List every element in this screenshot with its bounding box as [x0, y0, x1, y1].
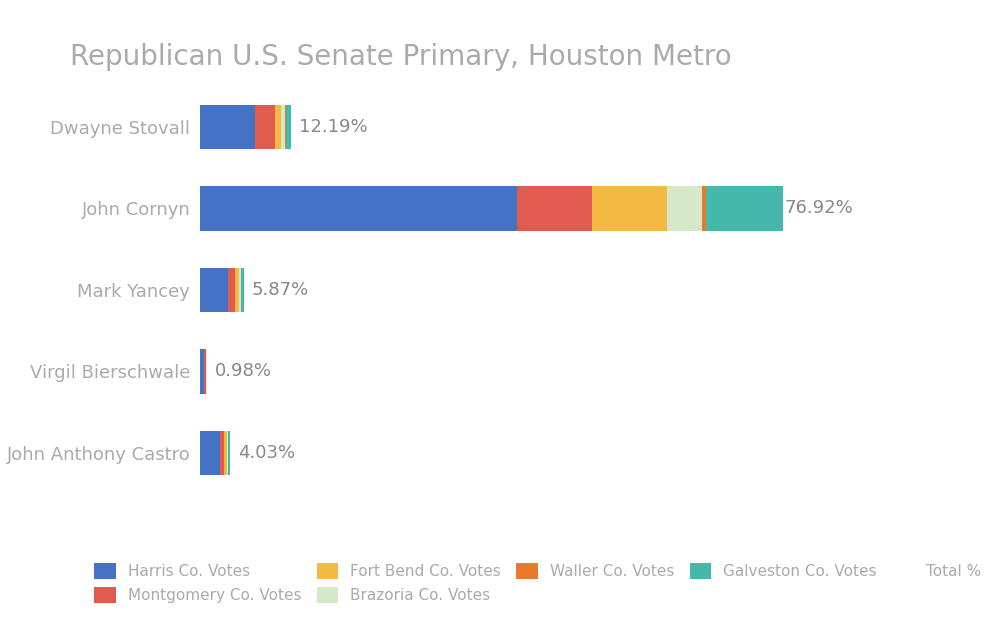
- Bar: [706, 186, 783, 231]
- Bar: [228, 268, 235, 312]
- Text: 76.92%: 76.92%: [784, 199, 853, 218]
- Bar: [200, 105, 255, 149]
- Text: Republican U.S. Senate Primary, Houston Metro: Republican U.S. Senate Primary, Houston …: [70, 43, 732, 71]
- Text: 4.03%: 4.03%: [238, 444, 295, 462]
- Bar: [227, 431, 228, 475]
- Bar: [517, 186, 592, 231]
- Bar: [224, 431, 227, 475]
- Bar: [241, 268, 244, 312]
- Bar: [204, 349, 206, 394]
- Text: 5.87%: 5.87%: [252, 281, 309, 299]
- Bar: [239, 268, 241, 312]
- Bar: [228, 431, 230, 475]
- Bar: [200, 349, 204, 394]
- Bar: [200, 186, 517, 231]
- Bar: [235, 268, 239, 312]
- Text: 12.19%: 12.19%: [299, 118, 368, 136]
- Bar: [255, 105, 275, 149]
- Bar: [667, 186, 702, 231]
- Bar: [281, 105, 285, 149]
- Bar: [275, 105, 281, 149]
- Bar: [286, 105, 291, 149]
- Text: 0.98%: 0.98%: [215, 362, 272, 381]
- Bar: [200, 431, 220, 475]
- Bar: [702, 186, 706, 231]
- Bar: [220, 431, 224, 475]
- Bar: [200, 268, 228, 312]
- Bar: [592, 186, 667, 231]
- Legend: Harris Co. Votes, Montgomery Co. Votes, Fort Bend Co. Votes, Brazoria Co. Votes,: Harris Co. Votes, Montgomery Co. Votes, …: [87, 556, 988, 611]
